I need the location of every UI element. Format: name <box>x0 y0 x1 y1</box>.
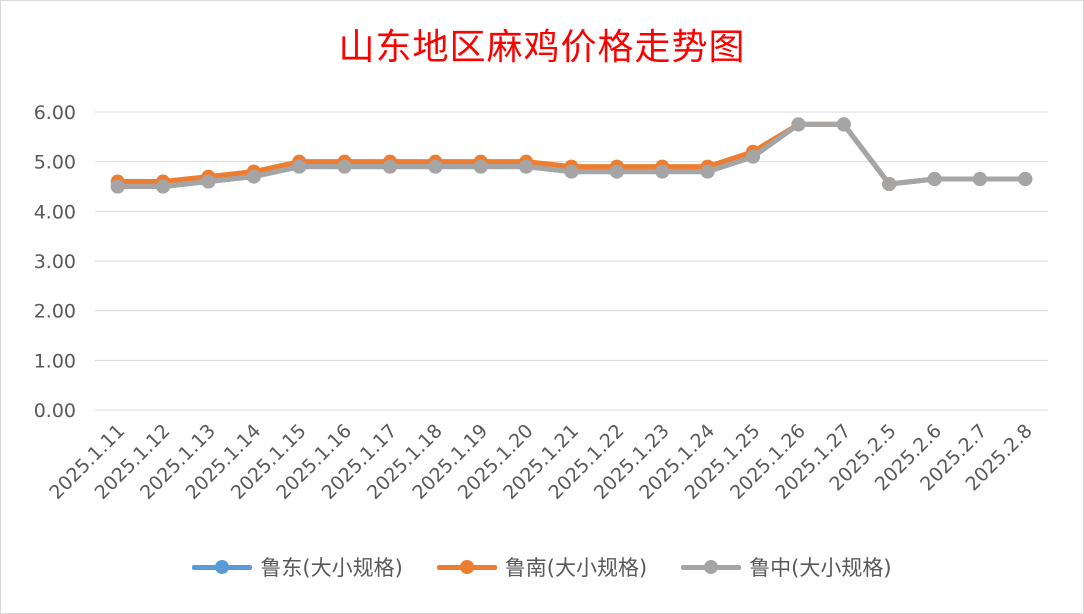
series-group <box>110 117 1033 194</box>
legend-marker <box>459 560 474 574</box>
data-point[interactable] <box>927 172 942 187</box>
legend-label-ludong: 鲁东(大小规格) <box>260 556 403 580</box>
data-point[interactable] <box>519 159 534 174</box>
legend-label-luzhong: 鲁中(大小规格) <box>749 556 892 580</box>
data-point[interactable] <box>382 159 397 174</box>
grid-lines <box>95 111 1048 411</box>
data-point[interactable] <box>882 177 897 192</box>
legend-item-lunan[interactable]: 鲁南(大小规格) <box>436 552 648 582</box>
data-point[interactable] <box>110 179 125 194</box>
legend-marker <box>704 560 719 574</box>
data-point[interactable] <box>292 159 307 174</box>
data-point[interactable] <box>156 179 171 194</box>
data-point[interactable] <box>246 169 261 184</box>
y-tick-label: 6.00 <box>34 102 76 124</box>
legend: 鲁东(大小规格) 鲁南(大小规格) 鲁中(大小规格) <box>0 552 1084 582</box>
legend-swatch-ludong <box>192 557 253 577</box>
data-point[interactable] <box>972 172 987 187</box>
chart-title: 山东地区麻鸡价格走势图 <box>338 27 746 68</box>
y-tick-label: 2.00 <box>34 301 76 323</box>
legend-item-luzhong[interactable]: 鲁中(大小规格) <box>681 552 892 582</box>
data-point[interactable] <box>791 117 806 132</box>
data-point[interactable] <box>746 149 761 164</box>
data-point[interactable] <box>201 174 216 189</box>
data-point[interactable] <box>564 164 579 179</box>
y-tick-label: 1.00 <box>34 350 76 372</box>
y-tick-label: 4.00 <box>34 201 76 223</box>
legend-marker <box>215 560 230 574</box>
legend-swatch-luzhong <box>681 557 742 577</box>
y-tick-label: 0.00 <box>34 400 76 422</box>
y-axis-ticks: 0.00 1.00 2.00 3.00 4.00 5.00 6.00 <box>34 102 76 422</box>
y-tick-label: 3.00 <box>34 251 76 273</box>
legend-item-ludong[interactable]: 鲁东(大小规格) <box>192 552 403 582</box>
data-point[interactable] <box>473 159 488 174</box>
legend-label-lunan: 鲁南(大小规格) <box>504 556 648 580</box>
x-axis-ticks: 2025.1.112025.1.122025.1.132025.1.142025… <box>45 420 1037 504</box>
data-point[interactable] <box>337 159 352 174</box>
data-point[interactable] <box>700 164 715 179</box>
data-point[interactable] <box>655 164 670 179</box>
legend-swatch-lunan <box>436 557 497 577</box>
data-point[interactable] <box>428 159 443 174</box>
y-tick-label: 5.00 <box>34 152 76 174</box>
data-point[interactable] <box>1018 172 1033 187</box>
series-2 <box>110 117 1033 194</box>
data-point[interactable] <box>836 117 851 132</box>
data-point[interactable] <box>609 164 624 179</box>
